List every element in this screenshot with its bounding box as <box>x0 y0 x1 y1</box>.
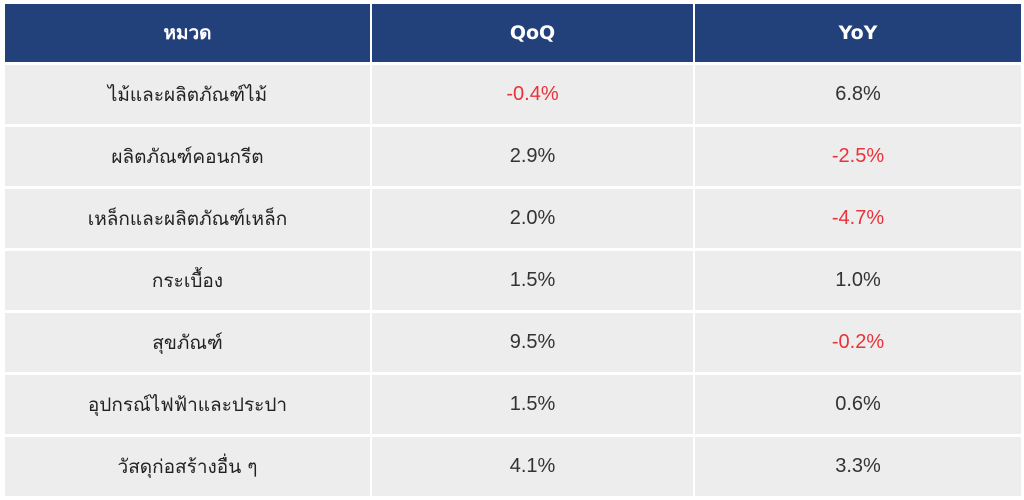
qoq-cell: -0.4% <box>372 62 693 124</box>
qoq-cell: 2.9% <box>372 124 693 186</box>
category-cell: ไม้และผลิตภัณฑ์ไม้ <box>5 62 370 124</box>
category-cell: เหล็กและผลิตภัณฑ์เหล็ก <box>5 186 370 248</box>
table-row: อุปกรณ์ไฟฟ้าและประปา 1.5% 0.6% <box>5 372 1021 434</box>
table-row: สุขภัณฑ์ 9.5% -0.2% <box>5 310 1021 372</box>
yoy-cell: 6.8% <box>695 62 1021 124</box>
data-table: หมวด QoQ YoY ไม้และผลิตภัณฑ์ไม้ -0.4% 6.… <box>3 4 1023 496</box>
category-cell: อุปกรณ์ไฟฟ้าและประปา <box>5 372 370 434</box>
table-row: ผลิตภัณฑ์คอนกรีต 2.9% -2.5% <box>5 124 1021 186</box>
qoq-cell: 2.0% <box>372 186 693 248</box>
yoy-cell: 0.6% <box>695 372 1021 434</box>
category-cell: สุขภัณฑ์ <box>5 310 370 372</box>
category-cell: กระเบื้อง <box>5 248 370 310</box>
header-category: หมวด <box>5 4 370 62</box>
category-cell: ผลิตภัณฑ์คอนกรีต <box>5 124 370 186</box>
table-row: วัสดุก่อสร้างอื่น ๆ 4.1% 3.3% <box>5 434 1021 496</box>
qoq-cell: 1.5% <box>372 248 693 310</box>
qoq-cell: 1.5% <box>372 372 693 434</box>
qoq-cell: 9.5% <box>372 310 693 372</box>
table-row: กระเบื้อง 1.5% 1.0% <box>5 248 1021 310</box>
header-row: หมวด QoQ YoY <box>5 4 1021 62</box>
table-body: ไม้และผลิตภัณฑ์ไม้ -0.4% 6.8% ผลิตภัณฑ์ค… <box>5 62 1021 496</box>
table-row: เหล็กและผลิตภัณฑ์เหล็ก 2.0% -4.7% <box>5 186 1021 248</box>
header-yoy: YoY <box>695 4 1021 62</box>
yoy-cell: 1.0% <box>695 248 1021 310</box>
header-qoq: QoQ <box>372 4 693 62</box>
table-header: หมวด QoQ YoY <box>5 4 1021 62</box>
yoy-cell: 3.3% <box>695 434 1021 496</box>
yoy-cell: -4.7% <box>695 186 1021 248</box>
yoy-cell: -0.2% <box>695 310 1021 372</box>
category-cell: วัสดุก่อสร้างอื่น ๆ <box>5 434 370 496</box>
table-row: ไม้และผลิตภัณฑ์ไม้ -0.4% 6.8% <box>5 62 1021 124</box>
qoq-cell: 4.1% <box>372 434 693 496</box>
yoy-cell: -2.5% <box>695 124 1021 186</box>
